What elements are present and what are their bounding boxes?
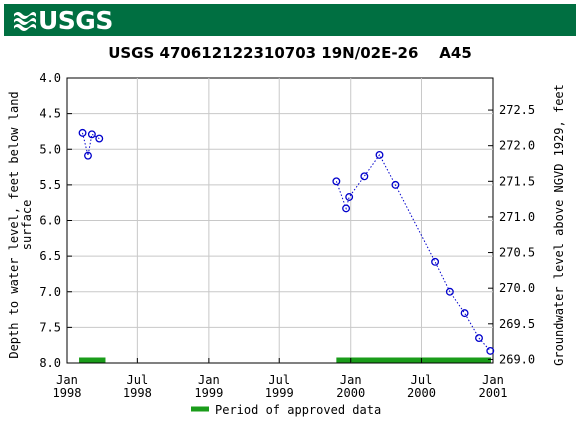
right-y-tick-label: 272.0: [499, 139, 535, 153]
data-point: [342, 204, 351, 213]
x-tick-label: Jan: [56, 373, 78, 387]
usgs-header-banner: USGS: [4, 4, 576, 36]
water-level-series: [78, 128, 495, 355]
data-point: [431, 257, 440, 266]
data-point: [445, 287, 454, 296]
left-y-tick-label: 6.0: [39, 214, 61, 228]
data-point: [460, 309, 469, 318]
data-point: [87, 130, 96, 139]
x-tick-label: 2000: [407, 386, 436, 400]
left-y-tick-label: 5.5: [39, 178, 61, 192]
right-y-tick-label: 272.5: [499, 103, 535, 117]
left-y-tick-label: 7.0: [39, 285, 61, 299]
usgs-wordmark: USGS: [38, 5, 113, 35]
chart-title: USGS 470612122310703 19N/02E-26 A45: [108, 44, 472, 62]
left-y-tick-label: 6.5: [39, 249, 61, 263]
x-tick-label: Jan: [198, 373, 220, 387]
data-point: [78, 128, 87, 137]
x-tick-label: Jul: [268, 373, 290, 387]
series-connector-line: [82, 132, 100, 156]
left-y-tick-label: 5.0: [39, 142, 61, 156]
data-point: [391, 180, 400, 189]
series-connector-line: [335, 153, 491, 352]
x-tick-label: 1998: [53, 386, 82, 400]
right-y-tick-label: 269.5: [499, 317, 535, 331]
grid-lines: [67, 78, 493, 363]
usgs-wave-icon: [14, 12, 36, 31]
axes: Jan1998Jul1998Jan1999Jul1999Jan2000Jul20…: [39, 71, 535, 400]
x-tick-label: 2001: [479, 386, 508, 400]
x-tick-label: Jul: [411, 373, 433, 387]
data-point: [84, 151, 92, 160]
data-point: [95, 134, 104, 143]
x-tick-label: Jan: [482, 373, 504, 387]
legend-label: Period of approved data: [215, 403, 381, 417]
right-y-tick-label: 271.0: [499, 210, 535, 224]
right-y-tick-label: 270.5: [499, 246, 535, 260]
left-axis-title-line1: Depth to water level, feet below land: [7, 91, 21, 358]
data-point: [345, 193, 354, 201]
right-axis-title: Groundwater level above NGVD 1929, feet: [552, 84, 566, 366]
left-axis-title-line2: surface: [20, 200, 34, 251]
data-point: [486, 346, 495, 355]
right-y-tick-label: 270.0: [499, 281, 535, 295]
x-tick-label: Jan: [340, 373, 362, 387]
x-tick-label: 2000: [336, 386, 365, 400]
data-point: [360, 172, 369, 181]
x-tick-label: Jul: [127, 373, 149, 387]
right-y-tick-label: 269.0: [499, 352, 535, 366]
usgs-logo: USGS: [12, 5, 113, 35]
left-y-tick-label: 8.0: [39, 356, 61, 370]
left-y-tick-label: 7.5: [39, 320, 61, 334]
left-y-tick-label: 4.5: [39, 107, 61, 121]
right-y-tick-label: 271.5: [499, 174, 535, 188]
data-point: [332, 177, 341, 186]
x-tick-label: 1998: [123, 386, 152, 400]
legend: Period of approved data: [191, 403, 381, 417]
data-point: [375, 150, 384, 159]
data-point: [475, 334, 483, 343]
x-tick-label: 1999: [194, 386, 223, 400]
left-y-tick-label: 4.0: [39, 71, 61, 85]
x-tick-label: 1999: [265, 386, 294, 400]
